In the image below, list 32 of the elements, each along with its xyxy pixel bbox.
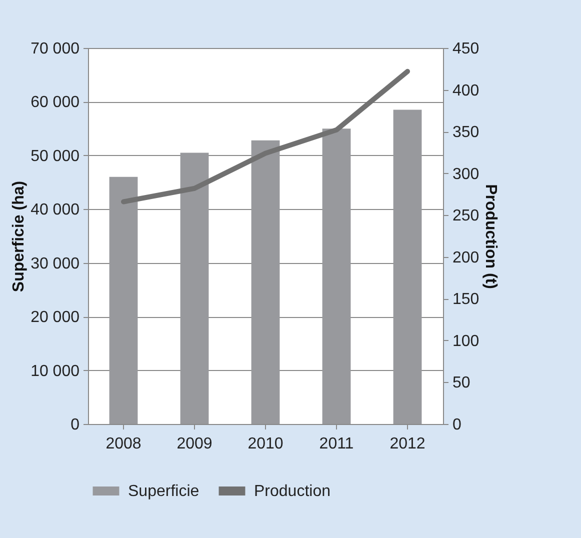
legend-label: Superficie xyxy=(128,483,200,500)
y-axis-title: Superficie (ha) xyxy=(10,180,28,292)
y-tick-label: 50 000 xyxy=(30,148,80,165)
y-tick-label: 20 000 xyxy=(30,309,80,326)
bar xyxy=(180,152,209,424)
y-tick-label: 0 xyxy=(70,416,80,434)
y2-axis-title: Production (t) xyxy=(482,184,500,289)
y-tick-label: 60 000 xyxy=(30,94,80,112)
y2-tick-label: 400 xyxy=(452,82,480,100)
y2-tick-label: 0 xyxy=(452,416,462,434)
x-tick-label: 2008 xyxy=(106,436,142,452)
bar xyxy=(109,176,138,424)
y-tick-label: 30 000 xyxy=(30,255,80,272)
y2-tick-label: 150 xyxy=(452,291,480,308)
y2-tick-label: 300 xyxy=(452,166,480,183)
y2-tick-label: 450 xyxy=(452,40,480,58)
y2-tick-label: 200 xyxy=(452,249,480,266)
y2-tick-label: 250 xyxy=(452,208,480,225)
legend-label: Production xyxy=(254,483,330,500)
x-tick-label: 2009 xyxy=(176,436,212,452)
y-tick-label: 70 000 xyxy=(30,40,80,58)
bar xyxy=(322,128,351,424)
bar xyxy=(393,110,422,424)
y2-tick-label: 350 xyxy=(452,124,480,142)
x-tick-label: 2011 xyxy=(319,436,354,452)
y2-tick-label: 50 xyxy=(452,374,470,392)
x-tick-label: 2012 xyxy=(390,436,426,452)
x-tick-label: 2010 xyxy=(248,436,284,452)
y-tick-label: 10 000 xyxy=(30,362,80,380)
bar xyxy=(251,140,280,424)
y2-tick-label: 100 xyxy=(452,332,480,350)
y-tick-label: 40 000 xyxy=(30,202,80,219)
